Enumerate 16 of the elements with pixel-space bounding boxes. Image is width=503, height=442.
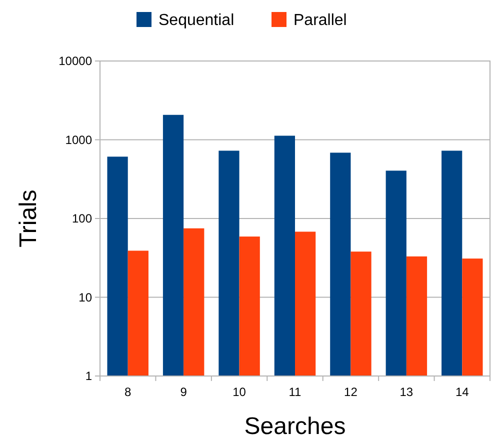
x-tick-label: 9 xyxy=(180,385,188,399)
x-tick-label: 13 xyxy=(400,385,414,399)
x-tick-label: 14 xyxy=(455,385,470,399)
x-tick-label: 10 xyxy=(232,385,246,399)
legend-label: Parallel xyxy=(294,12,347,29)
x-tick-label: 11 xyxy=(288,385,302,399)
y-tick-label: 1000 xyxy=(65,132,92,147)
y-tick-label: 10000 xyxy=(58,54,92,68)
x-axis-title: Searches xyxy=(244,413,346,440)
y-tick-label: 100 xyxy=(72,212,92,226)
x-tick-label: 12 xyxy=(344,385,358,399)
x-tick-label: 8 xyxy=(124,385,132,399)
y-tick-label: 10 xyxy=(78,290,92,304)
y-tick-label: 1 xyxy=(85,369,92,384)
legend-label: Sequential xyxy=(158,12,234,29)
y-axis-title: Trials xyxy=(15,190,42,248)
